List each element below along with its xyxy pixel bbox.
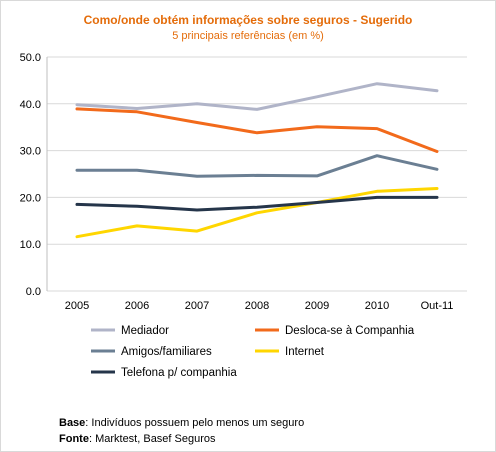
- legend-label: Desloca-se à Companhia: [285, 325, 415, 337]
- base-label: Base: [59, 417, 86, 429]
- series-line: [75, 107, 439, 153]
- y-tick-label: 20.0: [20, 192, 41, 204]
- x-tick-label: 2009: [305, 300, 329, 312]
- y-tick-label: 40.0: [20, 99, 41, 111]
- x-tick-label: 2005: [65, 300, 89, 312]
- x-tick-label: 2008: [245, 300, 269, 312]
- source-label: Fonte: [59, 433, 89, 445]
- x-tick-label: 2006: [125, 300, 149, 312]
- y-axis-ticks: 0.0 10.0 20.0 30.0 40.0 50.0: [20, 52, 41, 298]
- footnotes: Base: Indivíduos possuem pelo menos um s…: [59, 415, 304, 447]
- x-tick-label: 2007: [185, 300, 209, 312]
- chart-title: Como/onde obtém informações sobre seguro…: [84, 13, 413, 27]
- source-text: : Marktest, Basef Seguros: [88, 433, 216, 445]
- legend-label: Internet: [285, 346, 325, 358]
- base-note: Base: Indivíduos possuem pelo menos um s…: [59, 415, 304, 431]
- line-chart: Como/onde obtém informações sobre seguro…: [20, 13, 467, 379]
- series-line: [75, 195, 439, 212]
- series-line: [75, 187, 439, 239]
- y-tick-label: 10.0: [20, 239, 41, 251]
- y-tick-label: 30.0: [20, 146, 41, 158]
- plot-series: [75, 82, 439, 239]
- x-axis-ticks: 2005 2006 2007 2008 2009 2010 Out-11: [65, 300, 454, 312]
- legend: Mediador Desloca-se à Companhia Amigos/fam…: [91, 325, 415, 379]
- legend-label: Mediador: [121, 325, 169, 337]
- source-note: Fonte: Marktest, Basef Seguros: [59, 431, 304, 447]
- legend-label: Telefona p/ companhia: [121, 367, 237, 379]
- x-tick-label: 2010: [365, 300, 389, 312]
- x-tick-label: Out-11: [421, 300, 454, 312]
- y-tick-label: 50.0: [20, 52, 41, 64]
- base-text: : Indivíduos possuem pelo menos um segur…: [85, 417, 305, 429]
- series-line: [75, 154, 439, 178]
- series-line: [75, 82, 439, 111]
- chart-subtitle: 5 principais referências (em %): [172, 30, 324, 42]
- gridlines: [46, 56, 467, 292]
- y-tick-label: 0.0: [26, 286, 41, 298]
- legend-label: Amigos/familiares: [121, 346, 212, 358]
